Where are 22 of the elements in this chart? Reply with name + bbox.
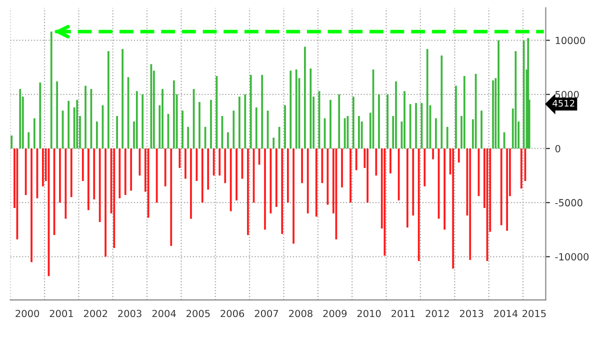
x-tick-label: 2008 bbox=[289, 310, 312, 318]
y-tick-label: -10000 bbox=[555, 253, 589, 260]
y-tick-label: 10000 bbox=[556, 36, 586, 44]
x-tick-label: 2014 bbox=[494, 310, 518, 318]
x-tick-label: 2001 bbox=[50, 310, 73, 318]
x-tick-label: 2007 bbox=[254, 310, 278, 318]
x-tick-label: 2012 bbox=[426, 310, 449, 318]
x-tick-label: 2009 bbox=[323, 310, 347, 318]
text: 4512 bbox=[552, 100, 574, 107]
x-tick-label: 2000 bbox=[16, 310, 40, 318]
x-tick-label: 2011 bbox=[392, 310, 415, 318]
y-tick-label: 5000 bbox=[555, 90, 579, 98]
x-tick-label: 2004 bbox=[152, 310, 176, 318]
x-tick-label: 2015 bbox=[522, 310, 546, 318]
x-tick-label: 2006 bbox=[220, 310, 244, 318]
x-tick-label: 2013 bbox=[460, 310, 484, 318]
x-tick-label: 2002 bbox=[84, 310, 108, 318]
y-tick-label: -5000 bbox=[555, 199, 582, 206]
x-tick-label: 2003 bbox=[118, 310, 142, 318]
x-tick-label: 2005 bbox=[186, 310, 210, 318]
x-tick-label: 2010 bbox=[357, 310, 381, 318]
y-tick-label: 0 bbox=[555, 144, 560, 152]
